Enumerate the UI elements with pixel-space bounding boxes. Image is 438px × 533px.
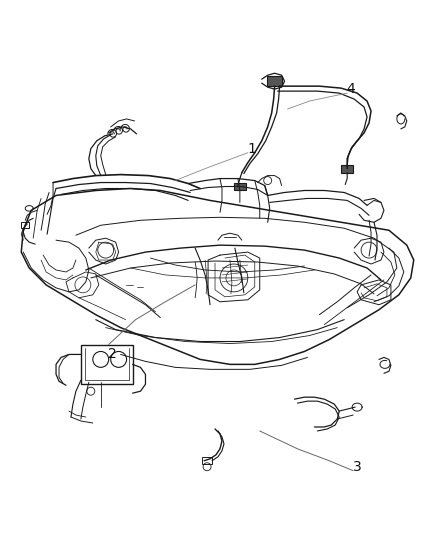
Bar — [21, 222, 29, 228]
Bar — [202, 457, 212, 464]
Text: 4: 4 — [347, 82, 356, 96]
Text: 3: 3 — [353, 460, 361, 474]
Bar — [234, 182, 246, 190]
Bar — [341, 165, 353, 173]
Bar — [81, 344, 133, 384]
Text: 1: 1 — [247, 142, 256, 156]
Text: 2: 2 — [108, 348, 117, 361]
Bar — [267, 76, 282, 86]
